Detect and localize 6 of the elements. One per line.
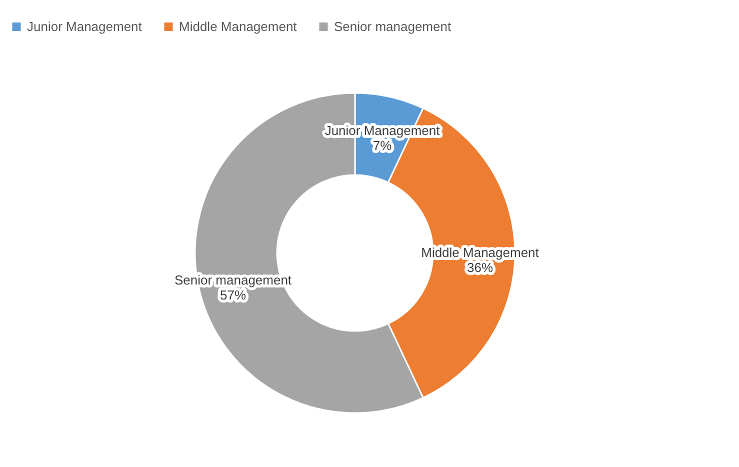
data-label: 36%: [466, 260, 494, 275]
legend-label: Junior Management: [27, 18, 142, 34]
data-label: 57%: [220, 287, 246, 302]
legend-label: Senior management: [334, 18, 452, 34]
data-label: 7%: [372, 138, 392, 154]
legend-label: Middle Management: [179, 18, 298, 34]
